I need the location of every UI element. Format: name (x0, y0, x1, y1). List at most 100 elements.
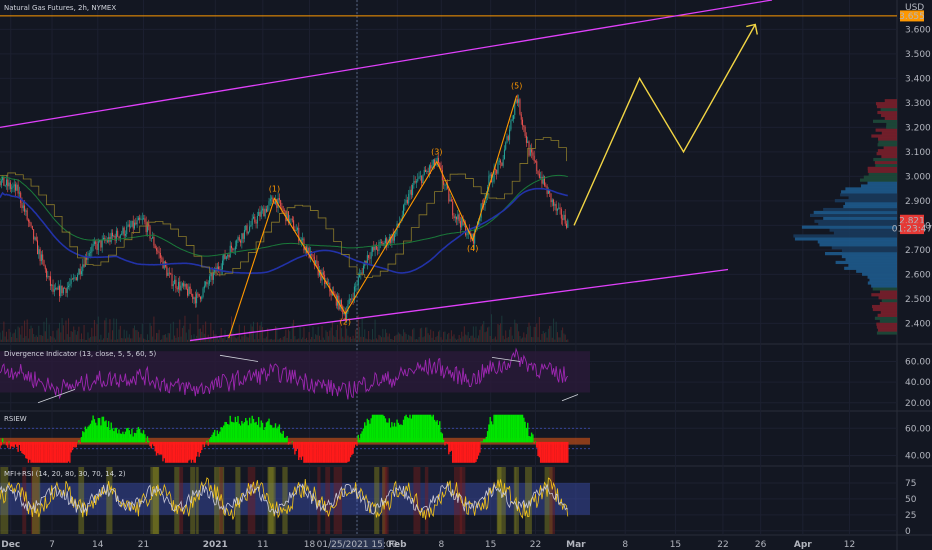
rsiew-pane[interactable] (0, 414, 590, 463)
rsiew-bar (475, 441, 477, 462)
volume-profile-bar (801, 225, 897, 229)
mfi-highlight (0, 467, 9, 534)
rsiew-bar (316, 441, 318, 463)
volume-bar (317, 326, 319, 342)
candle-body (90, 252, 92, 254)
volume-bar (150, 325, 152, 342)
volume-bar (104, 320, 106, 342)
volume-bar (166, 337, 168, 342)
volume-bar (452, 336, 454, 342)
rsiew-bar (127, 427, 129, 443)
rsiew-bar (375, 414, 378, 443)
price-label-box (900, 214, 924, 226)
rsiew-bar (320, 441, 322, 463)
rsiew-bar (250, 423, 252, 443)
candle-body (369, 257, 371, 259)
rsiew-bar (415, 414, 418, 443)
candle-body (135, 222, 137, 225)
volume-bar (146, 334, 148, 342)
candle-body (259, 211, 261, 217)
mfi-highlight (282, 467, 288, 534)
rsiew-bar (141, 433, 143, 443)
volume-bar (3, 321, 5, 342)
volume-profile-bar (872, 307, 897, 312)
volume-bar (91, 327, 93, 342)
candle-body (46, 269, 48, 278)
volume-bar (366, 339, 368, 342)
candle-body (254, 216, 256, 223)
volume-bar (480, 326, 482, 342)
volume-bar (205, 321, 207, 342)
candle-body (531, 149, 533, 153)
candle-body (17, 184, 19, 194)
volume-profile-bar (879, 302, 897, 306)
volume-profile-bar (878, 137, 897, 141)
rsiew-bar (83, 432, 85, 443)
volume-bar (507, 336, 509, 342)
rsiew-bar (459, 441, 462, 463)
volume-bar (8, 328, 10, 342)
volume-bar (360, 336, 362, 342)
candle-body (516, 99, 518, 103)
rsiew-bar (567, 441, 569, 463)
candle-body (49, 276, 51, 286)
volume-bar (46, 317, 48, 342)
rsiew-bar (424, 414, 427, 443)
volume-bar (542, 331, 544, 342)
candle-body (378, 242, 380, 251)
rsiew-bar (514, 414, 516, 443)
mfi-highlight (424, 467, 429, 534)
divergence-pane[interactable] (0, 347, 590, 404)
candle-body (386, 238, 388, 246)
rsiew-bar (384, 418, 387, 443)
candle-body (427, 171, 429, 173)
candle-body (365, 260, 367, 265)
volume-bar (278, 338, 280, 342)
rsiew-bar (395, 426, 397, 443)
volume-bar (519, 335, 521, 342)
candle-body (274, 198, 276, 204)
rsiew-bar (177, 441, 180, 463)
rsiew-bar (318, 441, 321, 463)
rsiew-bar (279, 432, 282, 443)
rsiew-bar (309, 441, 312, 463)
volume-bar (514, 319, 516, 342)
volume-bar (383, 337, 385, 342)
rsiew-bar (397, 422, 400, 443)
volume-bar (560, 330, 562, 342)
rsiew-bar (61, 441, 63, 463)
volume-bar (100, 334, 102, 342)
rsiew-bar (382, 414, 384, 443)
main-price-pane[interactable]: (1) (2) (3) (4) (5) (0, 0, 897, 342)
candle-body (350, 298, 352, 300)
rsiew-bar (369, 423, 371, 443)
volume-bar (479, 329, 481, 342)
candle-body (194, 297, 196, 304)
rsiew-bar (0, 441, 2, 446)
rsiew-bar (352, 441, 354, 454)
volume-profile-bar (874, 316, 897, 320)
rsiew-bar (312, 441, 314, 463)
candle-body (441, 170, 443, 181)
elliott-wave-path (228, 95, 518, 339)
candle-body (48, 276, 50, 277)
rsiew-bar (283, 437, 286, 443)
volume-bar (179, 319, 181, 342)
candle-body (185, 283, 187, 289)
rsiew-bar (471, 441, 473, 463)
volume-bar (66, 334, 68, 342)
volume-bar (27, 338, 29, 342)
candle-body (39, 249, 41, 262)
rsiew-bar (507, 414, 510, 443)
price-label-box (900, 10, 924, 22)
rsiew-bar (41, 441, 44, 463)
candle-body (74, 277, 76, 279)
candle-body (322, 272, 324, 275)
volume-bar (214, 334, 216, 342)
candle-body (240, 240, 242, 243)
mfi-rsi-pane[interactable] (0, 467, 590, 534)
rsiew-bar (543, 441, 546, 463)
rsiew-bar (242, 423, 244, 443)
volume-bar (418, 337, 420, 342)
